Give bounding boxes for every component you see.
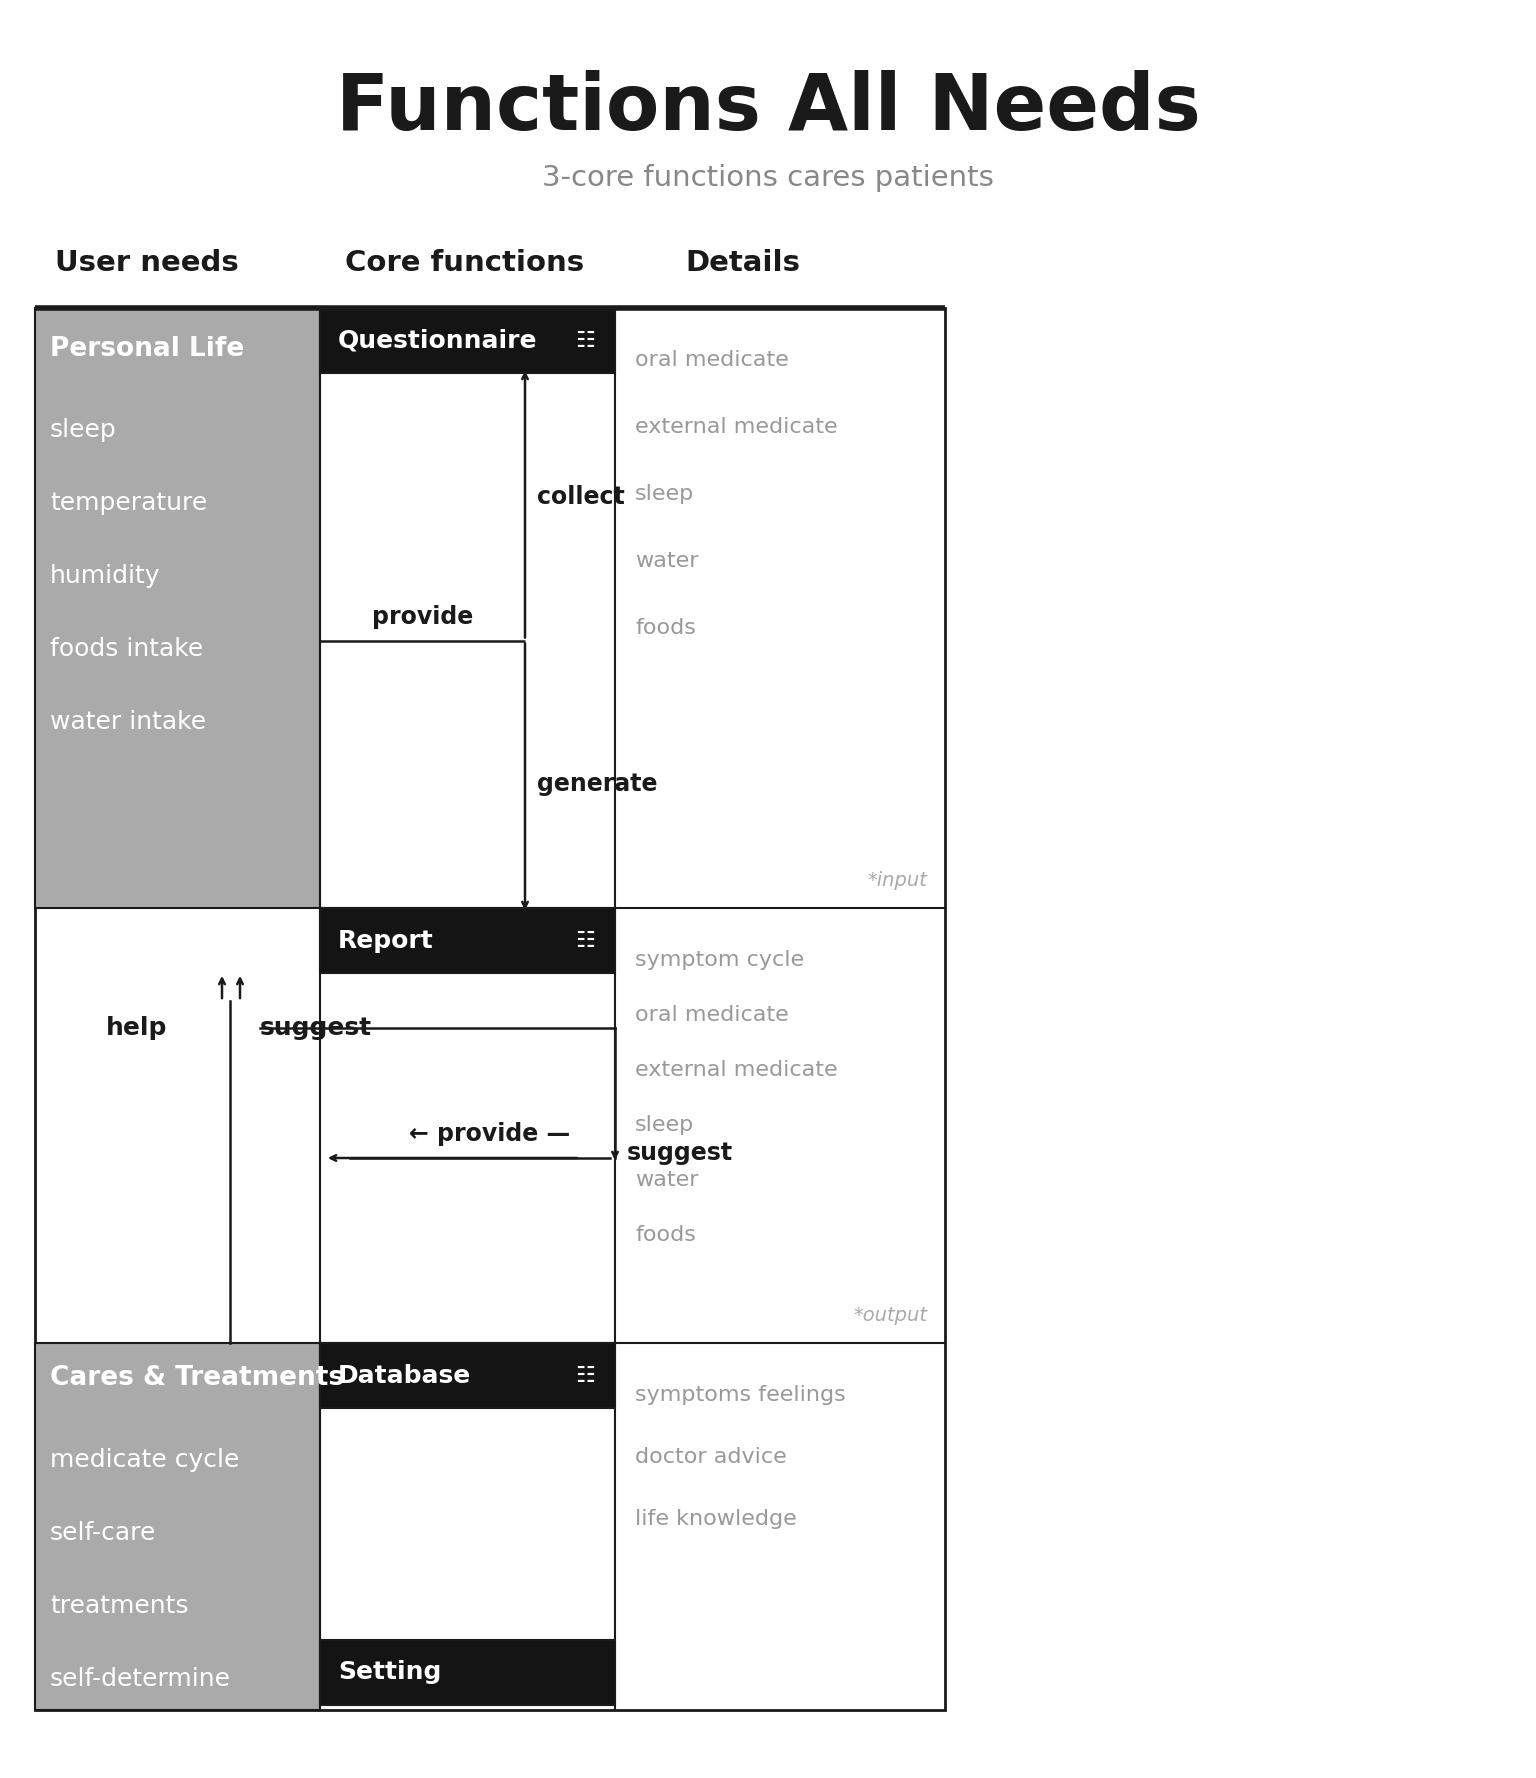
Text: suggest: suggest xyxy=(260,1015,372,1040)
Bar xyxy=(319,909,614,973)
Bar xyxy=(319,1342,614,1408)
Text: help: help xyxy=(106,1015,167,1040)
Bar xyxy=(319,1639,614,1705)
Text: sleep: sleep xyxy=(51,418,117,443)
Text: sleep: sleep xyxy=(634,484,694,503)
Text: symptom cycle: symptom cycle xyxy=(634,949,805,971)
Text: foods intake: foods intake xyxy=(51,637,203,661)
Text: *output: *output xyxy=(852,1307,928,1325)
Bar xyxy=(35,308,319,909)
Text: doctor advice: doctor advice xyxy=(634,1447,786,1467)
Text: external medicate: external medicate xyxy=(634,1060,837,1079)
Text: foods: foods xyxy=(634,619,696,638)
Text: ☷: ☷ xyxy=(574,930,594,951)
Text: symptoms feelings: symptoms feelings xyxy=(634,1385,846,1405)
Text: sleep: sleep xyxy=(634,1115,694,1134)
Text: Details: Details xyxy=(685,249,800,277)
Text: ← provide —: ← provide — xyxy=(410,1122,570,1147)
Text: medicate cycle: medicate cycle xyxy=(51,1447,240,1472)
Text: generate: generate xyxy=(538,772,657,797)
Text: self-care: self-care xyxy=(51,1520,157,1545)
Text: Questionnaire: Questionnaire xyxy=(338,329,538,352)
Text: Core functions: Core functions xyxy=(346,249,584,277)
Text: Setting: Setting xyxy=(338,1661,441,1684)
Text: Database: Database xyxy=(338,1364,472,1387)
Bar xyxy=(319,308,614,373)
Text: ☷: ☷ xyxy=(574,1366,594,1385)
Text: ☷: ☷ xyxy=(574,331,594,350)
Text: life knowledge: life knowledge xyxy=(634,1510,797,1529)
Text: oral medicate: oral medicate xyxy=(634,350,790,370)
Text: Report: Report xyxy=(338,928,433,953)
Text: self-determine: self-determine xyxy=(51,1668,230,1691)
Text: User needs: User needs xyxy=(55,249,238,277)
Bar xyxy=(35,1342,319,1710)
Text: foods: foods xyxy=(634,1225,696,1245)
Text: humidity: humidity xyxy=(51,564,160,589)
Text: water: water xyxy=(634,1170,699,1189)
Text: water: water xyxy=(634,551,699,571)
Text: 3-core functions cares patients: 3-core functions cares patients xyxy=(542,164,994,192)
Text: treatments: treatments xyxy=(51,1595,189,1618)
Text: external medicate: external medicate xyxy=(634,418,837,437)
Text: Functions All Needs: Functions All Needs xyxy=(336,69,1200,146)
Text: provide: provide xyxy=(372,605,473,628)
Text: water intake: water intake xyxy=(51,709,206,734)
Text: temperature: temperature xyxy=(51,491,207,516)
Text: oral medicate: oral medicate xyxy=(634,1005,790,1024)
Text: Personal Life: Personal Life xyxy=(51,336,244,363)
Text: collect: collect xyxy=(538,485,625,509)
Bar xyxy=(35,308,945,1710)
Text: Cares & Treatments: Cares & Treatments xyxy=(51,1366,344,1390)
Text: *input: *input xyxy=(868,871,928,891)
Text: suggest: suggest xyxy=(627,1141,733,1165)
